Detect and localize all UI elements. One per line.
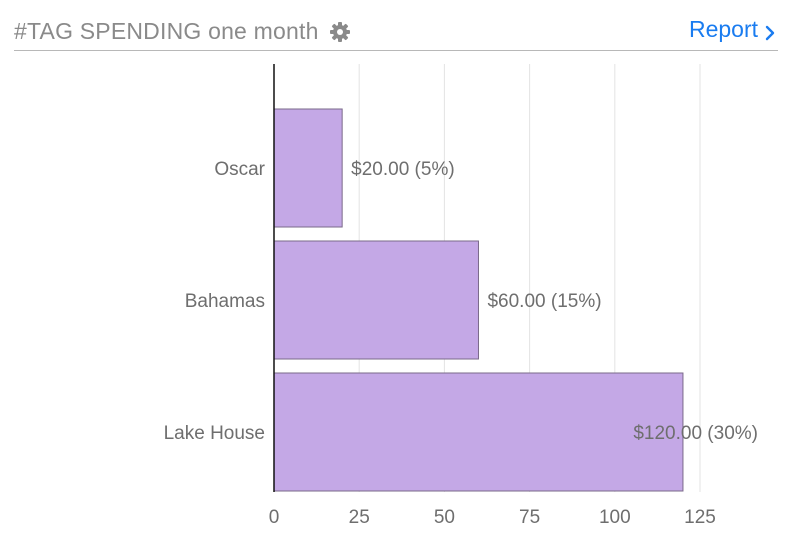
bar[interactable] (273, 108, 343, 228)
x-tick-label: 0 (269, 507, 280, 528)
x-tick-label: 75 (519, 507, 540, 528)
category-label: Oscar (214, 159, 265, 180)
chart-header: #TAG SPENDING one month Report (14, 0, 778, 51)
x-tick-label: 100 (599, 507, 631, 528)
category-label: Lake House (164, 423, 265, 444)
report-link[interactable]: Report (689, 16, 776, 43)
data-label: $20.00 (5%) (351, 159, 455, 180)
bar[interactable] (273, 240, 479, 360)
chevron-right-icon (764, 21, 776, 40)
labels: 0 25 50 75 100 125 Oscar $20.00 (5%) Bahamas $60.… (164, 159, 758, 528)
x-tick-label: 25 (349, 507, 370, 528)
category-label: Bahamas (185, 291, 265, 312)
x-tick-label: 50 (434, 507, 455, 528)
x-tick-label: 125 (684, 507, 716, 528)
report-label: Report (688, 16, 758, 42)
bars (273, 108, 684, 492)
gear-icon[interactable] (329, 21, 351, 43)
title-group: #TAG SPENDING one month (14, 18, 351, 45)
data-label: $120.00 (30%) (633, 423, 758, 444)
bar[interactable] (273, 372, 684, 492)
chart-title: #TAG SPENDING one month (14, 18, 319, 44)
data-label: $60.00 (15%) (487, 291, 601, 312)
